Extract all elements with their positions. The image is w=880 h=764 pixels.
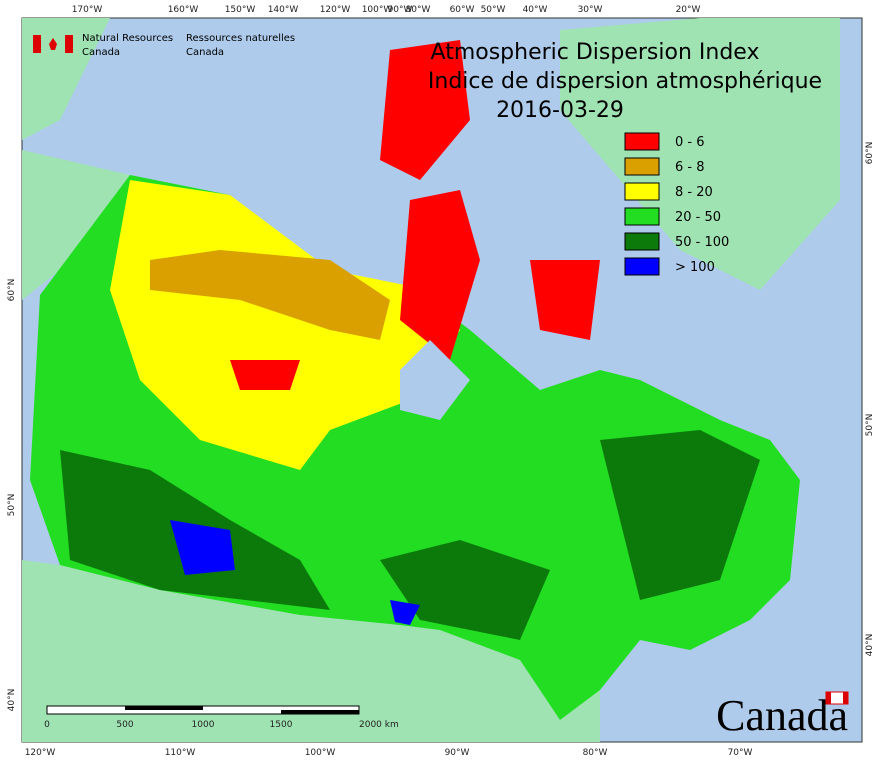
- zone-50-100: [60, 430, 760, 640]
- legend-swatch: [624, 132, 660, 151]
- scale-bar: [125, 706, 203, 710]
- lon-label: 70°W: [728, 748, 753, 758]
- lon-label: 140°W: [268, 5, 299, 15]
- date: 2016-03-29: [496, 98, 624, 123]
- agency-fr: Ressources naturelles: [186, 33, 295, 44]
- lon-label: 120°W: [25, 748, 56, 758]
- lon-label: 60°W: [450, 5, 475, 15]
- lon-label: 20°W: [676, 5, 701, 15]
- agency-en: Canada: [82, 47, 120, 58]
- scale-labels: 0 500 1000 1500 2000 km: [44, 720, 399, 730]
- lat-label: 50°N: [7, 494, 17, 517]
- scale-label: 1500: [270, 720, 293, 730]
- lon-label: 90°W: [388, 5, 413, 15]
- agency-fr: Canada: [186, 47, 224, 58]
- scale-bar: [281, 710, 359, 714]
- lat-label: 50°N: [865, 414, 875, 437]
- lon-label: 170°W: [72, 5, 103, 15]
- lon-label: 110°W: [165, 748, 196, 758]
- legend-label: > 100: [675, 260, 715, 275]
- zone-0-6: [230, 40, 600, 390]
- wordmark-flag: [843, 692, 848, 704]
- title: Indice de dispersion atmosphérique: [428, 69, 822, 94]
- lon-label: 80°W: [583, 748, 608, 758]
- alaska: [22, 150, 130, 300]
- lon-label: 30°W: [578, 5, 603, 15]
- usa: [22, 560, 600, 742]
- lat-label: 60°N: [865, 142, 875, 165]
- legend-swatch: [624, 207, 660, 226]
- lon-label: 40°W: [523, 5, 548, 15]
- lat-label: 60°N: [7, 279, 17, 302]
- legend-label: 0 - 6: [675, 135, 705, 150]
- scale-label: 0: [44, 720, 50, 730]
- flag-bar: [33, 35, 41, 53]
- lat-label: 40°N: [7, 689, 17, 712]
- lat-label: 40°N: [865, 634, 875, 657]
- legend-label: 6 - 8: [675, 160, 705, 175]
- legend-label: 8 - 20: [675, 185, 713, 200]
- legend-swatch: [624, 257, 660, 276]
- zone-6-8: [150, 250, 390, 340]
- scale-label: 500: [116, 720, 133, 730]
- lon-label: 80°W: [406, 5, 431, 15]
- title: Atmospheric Dispersion Index: [431, 40, 760, 65]
- graticule: 170°W 160°W 150°W 140°W 120°W 100°W90°W80°W 60…: [7, 5, 875, 758]
- flag-bar: [65, 35, 73, 53]
- legend-swatch: [624, 232, 660, 251]
- wordmark-flag: [826, 692, 831, 704]
- lon-label: 50°W: [481, 5, 506, 15]
- legend: 0 - 6 6 - 8 8 - 20 20 - 50 50 - 100 > 100: [624, 132, 729, 276]
- lon-label: 100°W: [362, 5, 393, 15]
- lon-label: 90°W: [445, 748, 470, 758]
- hudson-bay: [400, 340, 470, 420]
- legend-swatch: [624, 182, 660, 201]
- lon-label: 100°W: [305, 748, 336, 758]
- lon-label: 150°W: [225, 5, 256, 15]
- legend-label: 20 - 50: [675, 210, 721, 225]
- scale-label: 1000: [192, 720, 215, 730]
- zone-8-20: [110, 180, 460, 470]
- scale-label: 2000 km: [359, 720, 399, 730]
- agency-en: Natural Resources: [82, 33, 173, 44]
- zone-over-100: [170, 520, 420, 625]
- legend-swatch: [624, 157, 660, 176]
- legend-label: 50 - 100: [675, 235, 729, 250]
- lon-label: 120°W: [320, 5, 351, 15]
- maple-leaf: [49, 38, 57, 50]
- greenland: [560, 18, 840, 290]
- siberia: [22, 18, 110, 140]
- lon-label: 160°W: [168, 5, 199, 15]
